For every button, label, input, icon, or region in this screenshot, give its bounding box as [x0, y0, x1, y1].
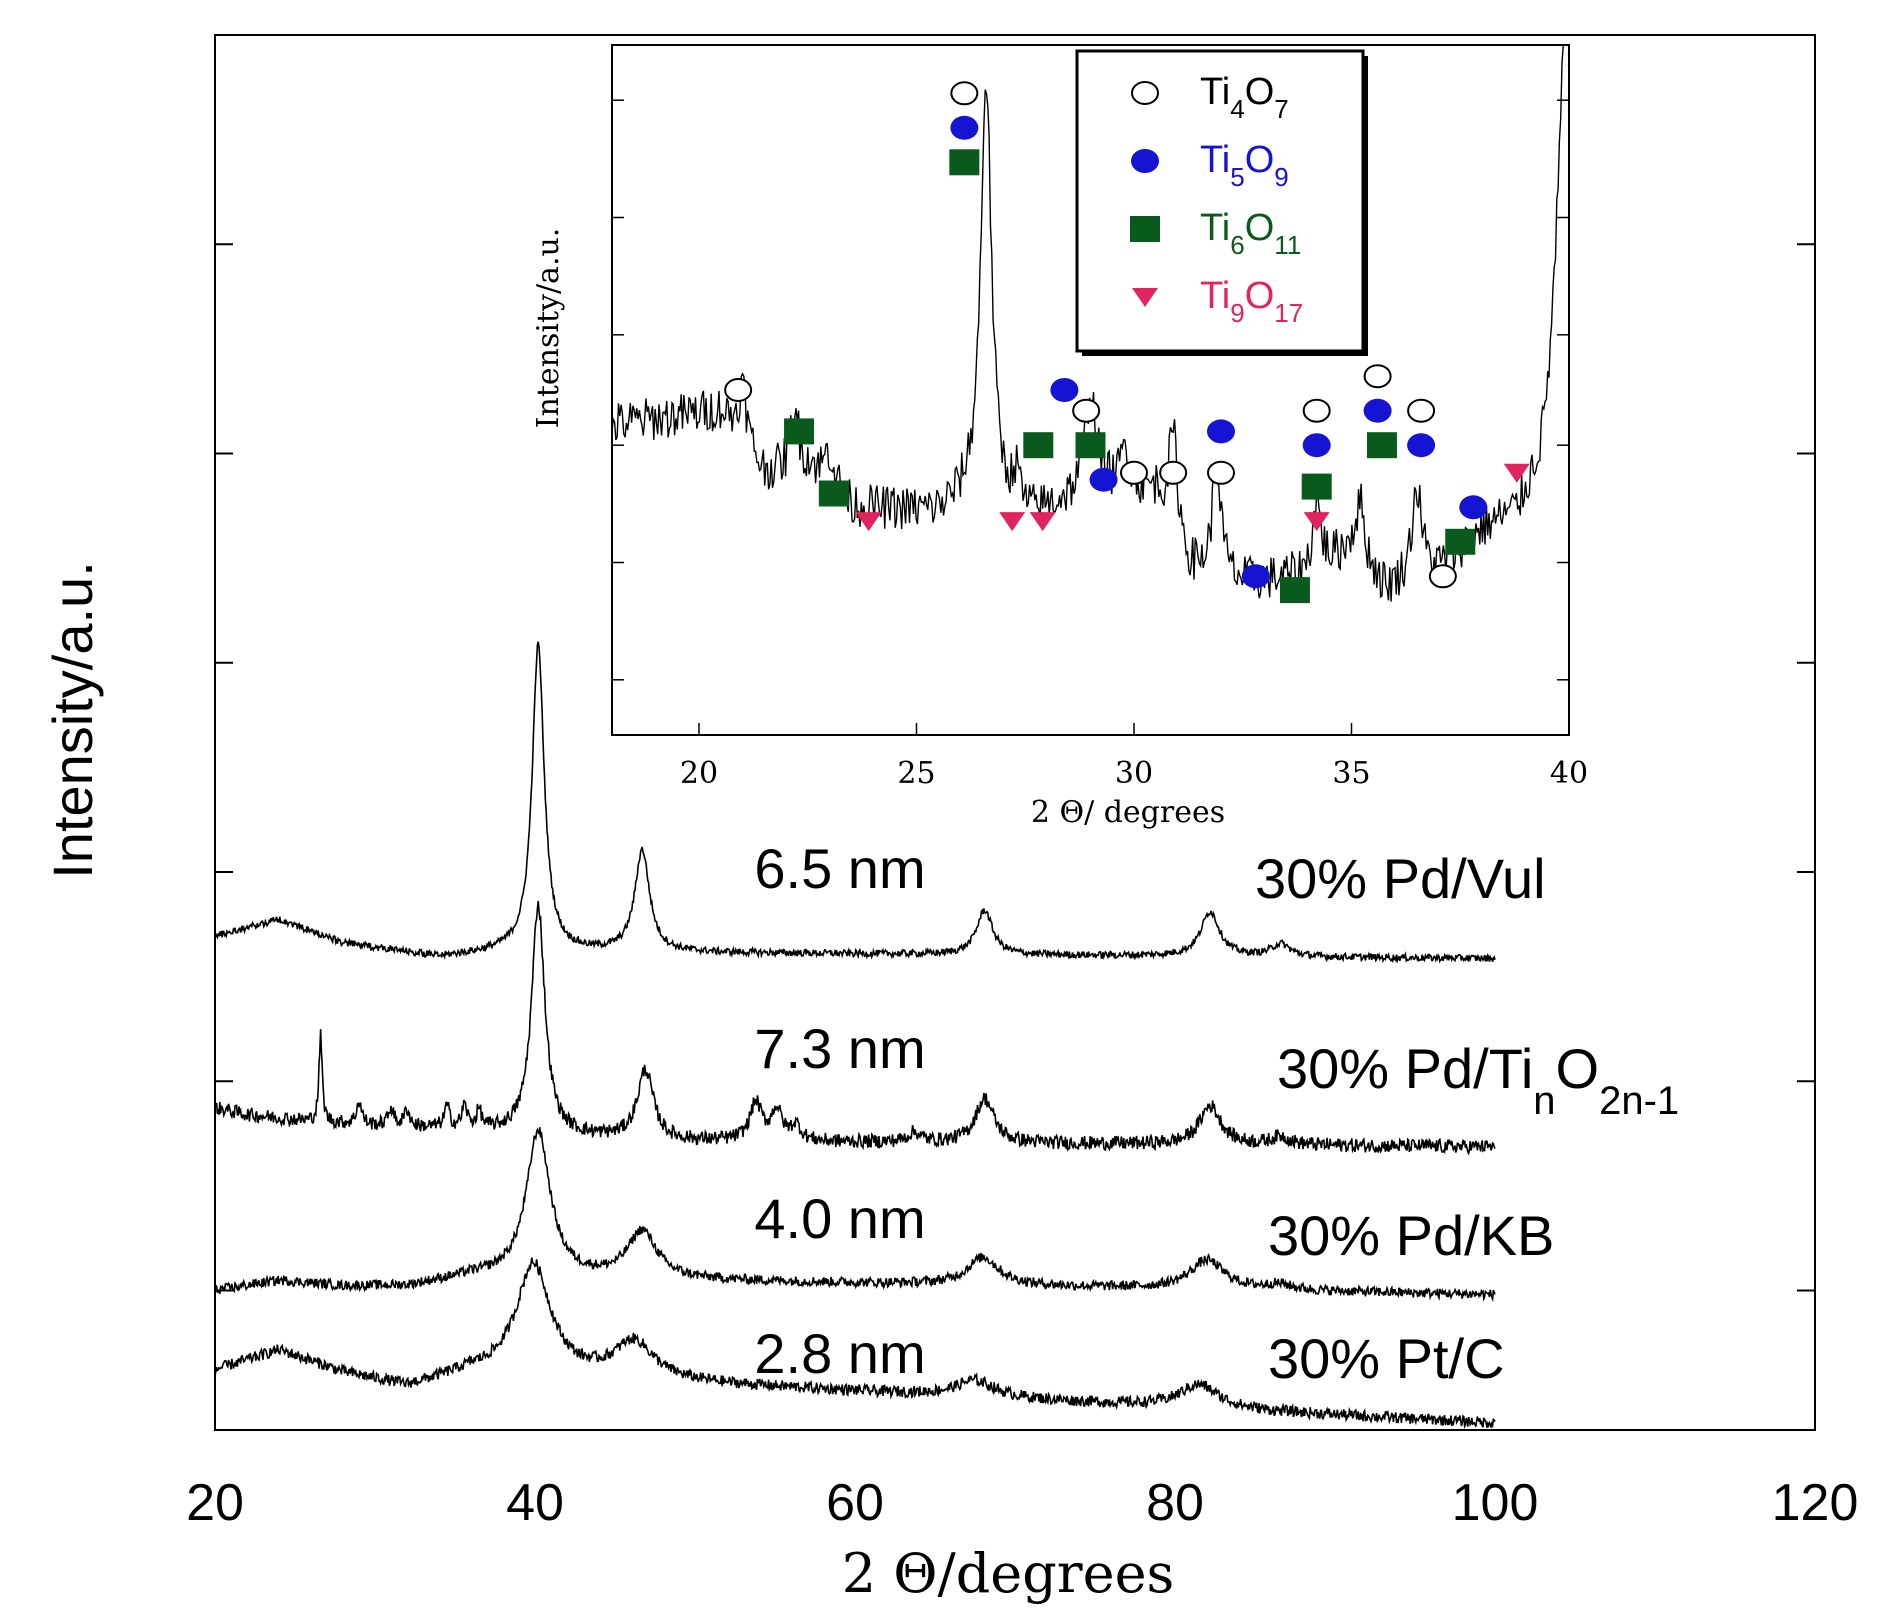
marker-ti5o9 [1302, 433, 1331, 458]
main-right-ticks [1797, 243, 1815, 1292]
marker-ti9o17 [1029, 512, 1056, 532]
series-label-pd-kb: 30% Pd/KB [1268, 1204, 1554, 1267]
marker-ti6o11 [1445, 528, 1476, 555]
legend-symbol-ti5o9 [1131, 149, 1159, 173]
marker-ti4o7 [1428, 564, 1457, 589]
marker-ti6o11 [784, 418, 815, 445]
series-30-pd-vul [214, 641, 1496, 964]
legend-symbol-ti6o11 [1130, 216, 1160, 242]
inset-plot: 20 25 30 35 40 2 Θ/ degrees Intensity/a.u. T… [531, 44, 1588, 830]
marker-ti9o17 [855, 512, 882, 532]
size-label-pd-tio: 7.3 nm [754, 1017, 925, 1080]
marker-ti6o11 [1023, 432, 1054, 459]
marker-ti4o7 [724, 378, 753, 402]
marker-ti5o9 [950, 115, 979, 140]
main-x-tick-labels: 20 40 60 80 100 120 [186, 1474, 1858, 1532]
marker-ti5o9 [1241, 564, 1270, 589]
marker-ti4o7 [1072, 398, 1101, 423]
series-label-pd-vul: 30% Pd/Vul [1255, 847, 1546, 910]
series-30-pt-c [214, 1257, 1496, 1430]
legend: Ti4O7 Ti5O9 Ti6O11 Ti9O17 [1075, 49, 1368, 356]
legend-label-ti6o11: Ti6O11 [1200, 207, 1301, 260]
series-label-pd-tio-sub-2n: 2n-1 [1599, 1079, 1679, 1123]
legend-label-ti4o7: Ti4O7 [1200, 71, 1289, 124]
marker-ti4o7 [1302, 398, 1331, 423]
inset-x-tick-label: 40 [1550, 756, 1588, 791]
inset-phase-markers [724, 81, 1530, 604]
legend-symbol-ti9o17 [1132, 288, 1158, 307]
inset-x-tick-label: 25 [897, 756, 935, 791]
series-label-pd-tio-sub-n: n [1533, 1079, 1555, 1123]
size-label-pd-vul: 6.5 nm [754, 837, 925, 900]
marker-ti6o11 [1075, 432, 1106, 459]
marker-ti9o17 [1303, 512, 1330, 532]
marker-ti6o11 [818, 480, 849, 507]
main-plot: 20 40 60 80 100 120 2 Θ/degrees Intensity/a.u… [41, 34, 1858, 1605]
inset-x-axis-label: 2 Θ/ degrees [1031, 795, 1225, 830]
inset-x-tick-label: 30 [1115, 756, 1153, 791]
marker-ti5o9 [1089, 467, 1118, 492]
main-x-tick-label: 100 [1452, 1474, 1539, 1532]
legend-label-ti9o17: Ti9O17 [1200, 275, 1303, 328]
marker-ti5o9 [1459, 495, 1488, 520]
legend-box [1075, 49, 1365, 353]
size-label-pt-c: 2.8 nm [754, 1322, 925, 1385]
main-series-group [214, 641, 1496, 1430]
inset-x-tick-label: 35 [1332, 756, 1370, 791]
marker-ti5o9 [1050, 378, 1079, 402]
main-plot-frame [214, 34, 1816, 1431]
marker-ti4o7 [950, 81, 979, 106]
marker-ti6o11 [1366, 432, 1397, 459]
marker-ti6o11 [949, 149, 980, 176]
size-label-pd-kb: 4.0 nm [754, 1187, 925, 1250]
marker-ti4o7 [1159, 460, 1188, 485]
series-30-pd-tino2n-1 [214, 900, 1496, 1156]
main-x-tick-label: 60 [826, 1474, 884, 1532]
main-left-ticks [215, 243, 233, 1292]
marker-ti4o7 [1207, 460, 1235, 485]
series-label-pd-tio: 30% Pd/TinO2n-1 [1277, 1037, 1679, 1123]
marker-ti5o9 [1407, 433, 1436, 458]
inset-y-axis-label: Intensity/a.u. [531, 228, 566, 429]
series-30-pd-kb [214, 1127, 1496, 1303]
marker-ti4o7 [1407, 398, 1436, 423]
main-x-tick-label: 20 [186, 1474, 244, 1532]
marker-ti6o11 [1279, 577, 1310, 604]
main-y-axis-label: Intensity/a.u. [41, 561, 104, 879]
series-label-pt-c: 30% Pt/C [1268, 1327, 1505, 1390]
main-x-tick-label: 40 [506, 1474, 564, 1532]
legend-label-ti5o9: Ti5O9 [1200, 139, 1289, 192]
main-x-tick-label: 120 [1772, 1474, 1859, 1532]
marker-ti6o11 [1301, 473, 1332, 500]
main-x-axis-label: 2 Θ/degrees [842, 1542, 1175, 1605]
legend-symbol-ti4o7 [1131, 81, 1159, 105]
marker-ti9o17 [1503, 463, 1530, 483]
legend-symbols [1130, 81, 1160, 307]
main-x-tick-label: 80 [1146, 1474, 1204, 1532]
marker-ti4o7 [1120, 460, 1148, 485]
inset-ticks [612, 99, 1570, 735]
marker-ti5o9 [1207, 419, 1235, 444]
inset-x-tick-label: 20 [680, 756, 718, 791]
series-label-pd-tio-main: 30% Pd/Ti [1277, 1037, 1533, 1100]
inset-x-tick-labels: 20 25 30 35 40 [680, 756, 1588, 791]
series-label-pd-tio-o: O [1556, 1037, 1600, 1100]
marker-ti4o7 [1363, 364, 1392, 389]
marker-ti9o17 [999, 512, 1026, 532]
marker-ti5o9 [1363, 398, 1392, 423]
